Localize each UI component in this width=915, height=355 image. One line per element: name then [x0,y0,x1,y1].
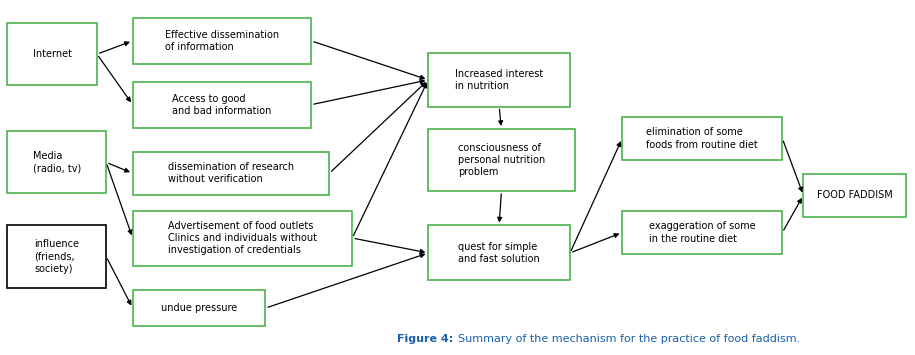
Text: dissemination of research
without verification: dissemination of research without verifi… [168,162,294,185]
Text: Figure 4:: Figure 4: [397,334,458,344]
Text: Effective dissemination
of information: Effective dissemination of information [165,29,279,52]
Text: Summary of the mechanism for the practice of food faddism.: Summary of the mechanism for the practic… [458,334,800,344]
Text: Access to good
and bad information: Access to good and bad information [172,93,272,116]
Text: Media
(radio, tv): Media (radio, tv) [33,151,81,174]
Bar [803,174,906,217]
Bar [133,82,311,128]
Bar [428,129,575,191]
Bar [622,211,782,254]
Bar [133,211,352,266]
Text: Increased interest
in nutrition: Increased interest in nutrition [455,69,544,91]
Bar [428,53,570,106]
Text: consciousness of
personal nutrition
problem: consciousness of personal nutrition prob… [458,142,545,178]
Text: quest for simple
and fast solution: quest for simple and fast solution [458,242,540,264]
Bar [622,117,782,160]
Bar [7,131,106,193]
Text: elimination of some
foods from routine diet: elimination of some foods from routine d… [646,127,759,150]
Bar [7,23,97,85]
Bar [133,152,329,195]
Text: Internet: Internet [33,49,71,59]
Bar [7,225,106,288]
Bar [133,290,265,326]
Text: Advertisement of food outlets
Clinics and individuals without
investigation of c: Advertisement of food outlets Clinics an… [168,220,317,256]
Bar [428,225,570,280]
Text: undue pressure: undue pressure [161,303,237,313]
Text: FOOD FADDISM: FOOD FADDISM [817,190,892,200]
Text: exaggeration of some
in the routine diet: exaggeration of some in the routine diet [649,221,756,244]
Text: influence
(friends,
society): influence (friends, society) [34,239,80,274]
Bar [133,18,311,64]
